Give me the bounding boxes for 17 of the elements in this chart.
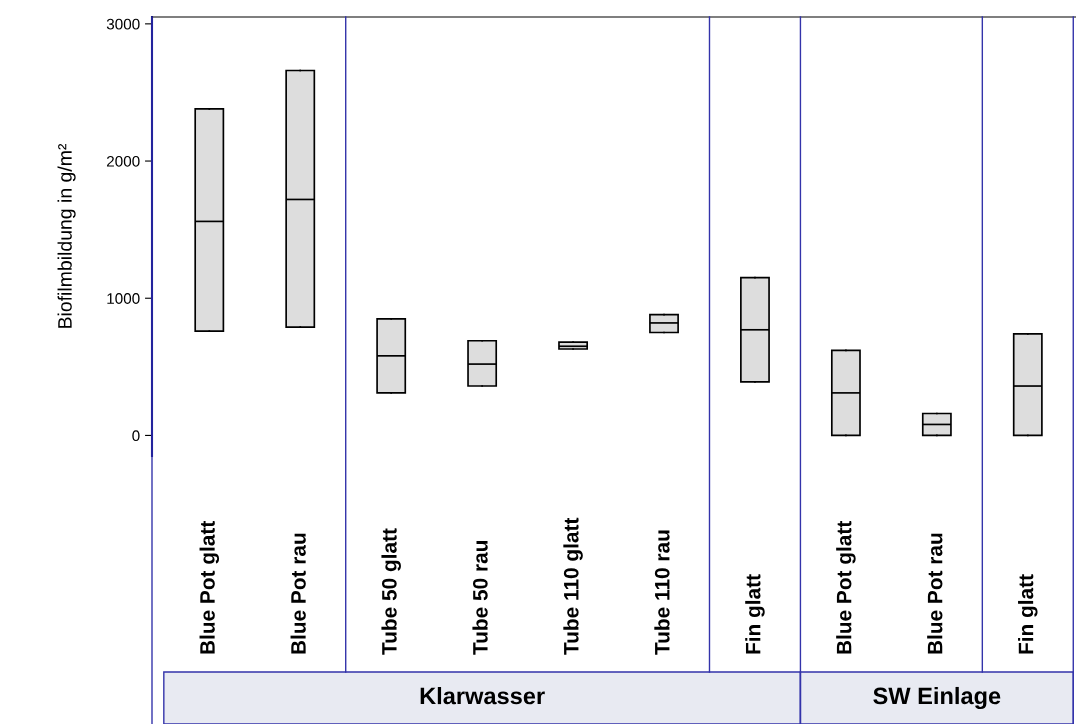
x-tick-label: Blue Pot glatt — [836, 521, 856, 654]
y-tick-label: 3000 — [106, 18, 140, 30]
x-tick-label: Blue Pot glatt — [199, 521, 220, 654]
y-tick-label: 0 — [132, 430, 140, 442]
x-tick-label: Tube 110 rau — [654, 530, 670, 655]
x-tick-label: Tube 110 glatt — [563, 517, 583, 655]
text: Klarwasser — [420, 686, 545, 705]
y-tick-label: 2000 — [106, 155, 140, 167]
x-tick-label: Blue Pot rau — [927, 533, 943, 654]
x-tick-label: Blue Pot rau — [290, 533, 306, 654]
x-tick-label: Tube 50 glatt — [381, 528, 401, 655]
x-tick-label: Fin glatt — [745, 574, 765, 654]
x-tick-label: Tube 50 rau — [472, 540, 488, 655]
text: SW Einlage — [873, 686, 1001, 710]
y-axis-title: Biofilmbildung in g/m² — [57, 143, 76, 328]
y-tick-label: 1000 — [107, 293, 140, 304]
x-tick-label: Fin glatt — [1018, 574, 1038, 654]
